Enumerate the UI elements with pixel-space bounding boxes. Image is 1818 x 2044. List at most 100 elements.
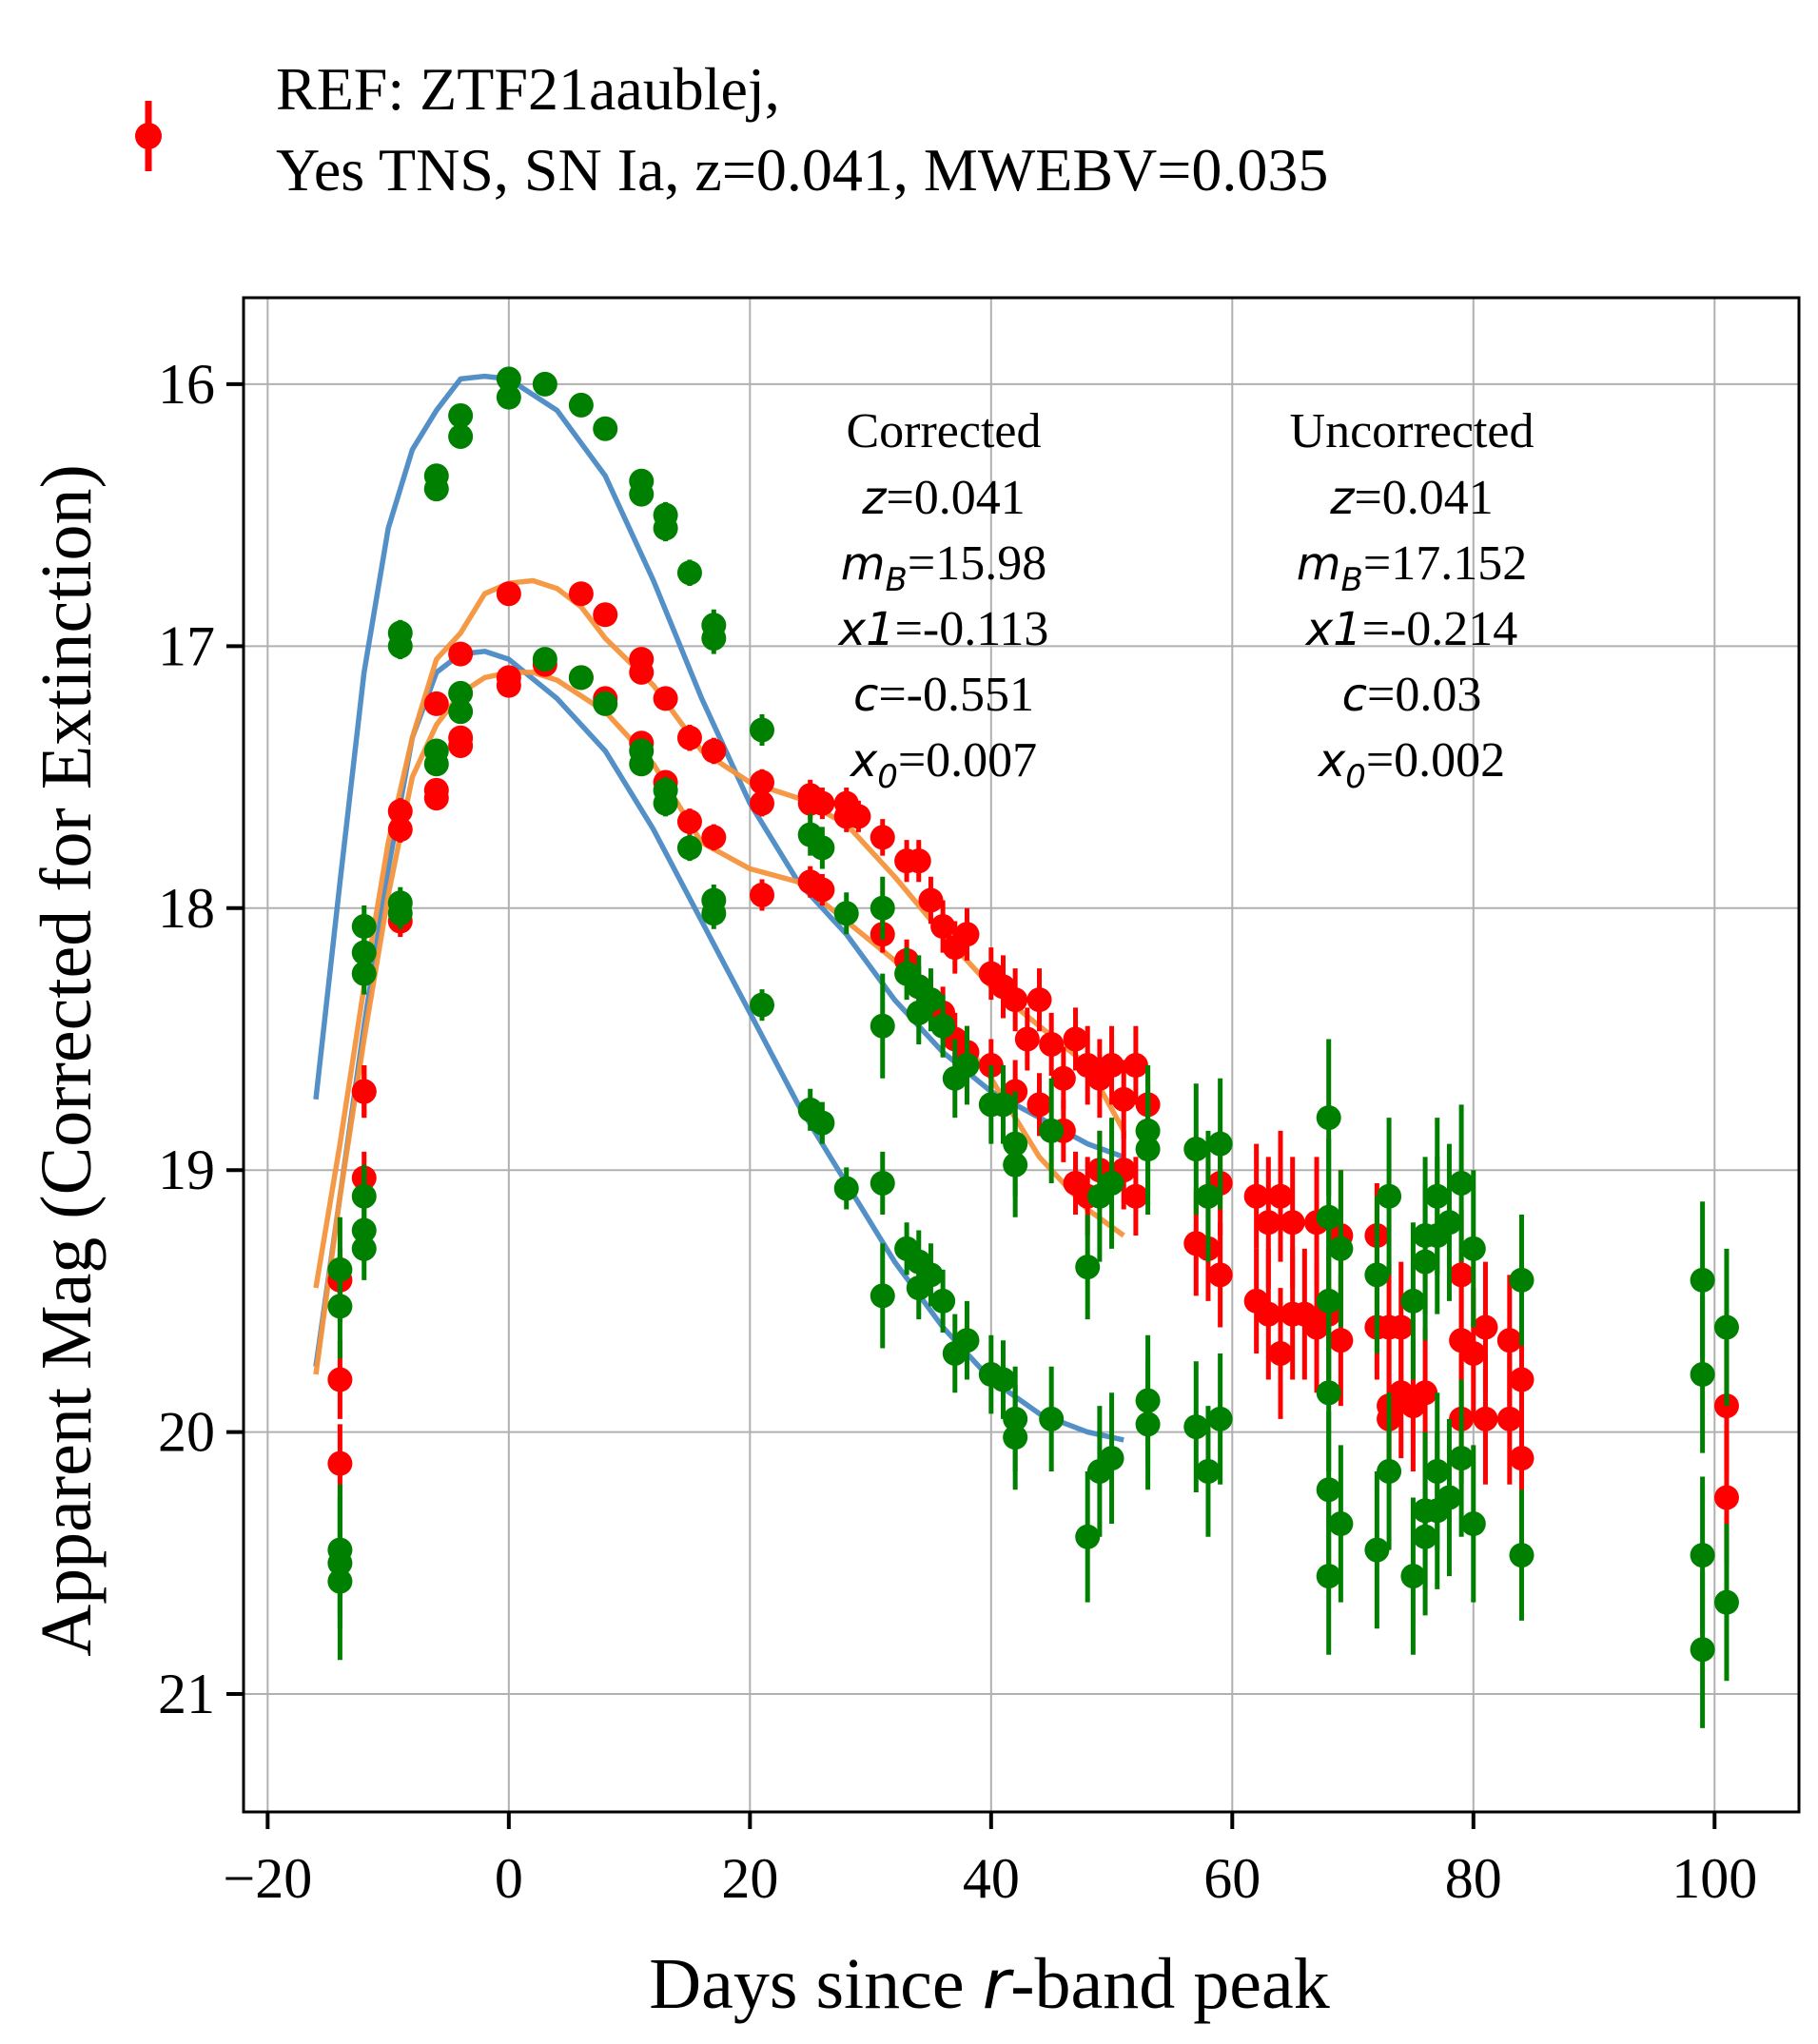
data-point [930, 1288, 956, 1314]
data-point [846, 804, 871, 829]
data-point [1207, 1262, 1233, 1288]
annotation-value: =15.98 [908, 536, 1046, 591]
data-series [327, 366, 1739, 1728]
data-point [954, 1053, 980, 1079]
annotation-value: =0.041 [886, 471, 1025, 525]
x-tick-label: 100 [1671, 1847, 1757, 1910]
data-point [448, 680, 474, 706]
data-point [532, 647, 557, 672]
data-point [810, 1110, 835, 1136]
data-point [568, 392, 594, 418]
data-point [1256, 1210, 1281, 1236]
data-point [1268, 1183, 1293, 1209]
data-point [1437, 1485, 1462, 1510]
y-tick-label: 19 [158, 1139, 215, 1201]
data-point [593, 416, 618, 441]
annotation-block: Correctedz=0.041mB=15.98x1=-0.113c=-0.55… [837, 404, 1049, 796]
data-point [629, 659, 655, 685]
annotation-subscript: 0 [877, 758, 898, 796]
annotation-subscript: B [1341, 561, 1363, 599]
data-point [701, 825, 727, 850]
data-point [327, 1294, 353, 1319]
data-point [423, 691, 449, 716]
annotation-value: =-0.214 [1362, 602, 1518, 656]
data-point [1509, 1367, 1535, 1392]
x-tick-label: 60 [1203, 1847, 1261, 1910]
data-point [833, 1176, 859, 1201]
data-point [448, 641, 474, 667]
data-point [1690, 1637, 1715, 1663]
annotation-line: z=0.041 [861, 471, 1026, 525]
y-tick-label: 21 [158, 1663, 215, 1725]
annotation-block: Uncorrectedz=0.041mB=17.152x1=-0.214c=0.… [1290, 404, 1535, 796]
data-point [423, 777, 449, 803]
annotation-symbol: x [1317, 734, 1346, 788]
data-point [387, 798, 413, 824]
data-point [870, 825, 895, 850]
data-point [1183, 1137, 1209, 1162]
data-point [1496, 1328, 1522, 1353]
data-point [870, 1170, 895, 1196]
data-point [1473, 1314, 1498, 1340]
data-point [1003, 987, 1028, 1013]
annotation-symbol: x [849, 734, 878, 788]
axis-ticks: −20 0 20 40 60 80 100 16 17 18 19 20 21 [158, 353, 1757, 1910]
data-point [1135, 1411, 1161, 1437]
data-point [387, 901, 413, 926]
data-point [1183, 1414, 1209, 1440]
annotation-line: c=0.03 [1342, 668, 1482, 722]
x-tick-label: −20 [223, 1847, 312, 1910]
fit-annotations: Correctedz=0.041mB=15.98x1=-0.113c=-0.55… [837, 404, 1535, 796]
y-tick-label: 17 [158, 614, 215, 677]
data-point [593, 602, 618, 628]
annotation-line: z=0.041 [1329, 471, 1494, 525]
data-point [1256, 1301, 1281, 1327]
data-point [1316, 1380, 1341, 1406]
annotation-value: =0.002 [1366, 733, 1505, 788]
data-point [676, 725, 702, 750]
data-point [1449, 1170, 1475, 1196]
data-point [1063, 1026, 1088, 1052]
legend: REF: ZTF21aaublej, Yes TNS, SN Ia, z=0.0… [135, 55, 1328, 204]
data-point [810, 835, 835, 861]
data-point [1075, 1255, 1101, 1280]
data-point [750, 769, 774, 795]
data-point [1690, 1543, 1715, 1568]
data-point [1690, 1267, 1715, 1293]
data-point [1135, 1137, 1161, 1162]
data-point [448, 699, 474, 725]
data-point [810, 877, 835, 903]
data-point [1413, 1380, 1438, 1406]
annotation-symbol: x1 [1304, 603, 1362, 656]
x-axis-label: Days since r-band peak [649, 1944, 1329, 2024]
data-point [1039, 1118, 1065, 1143]
data-point [351, 1079, 377, 1104]
x-axis-label-pre: Days since [649, 1944, 982, 2024]
data-point [496, 672, 521, 698]
data-point [1449, 1446, 1475, 1471]
data-point [918, 887, 944, 913]
data-point [1713, 1589, 1739, 1615]
data-point [1377, 1183, 1402, 1209]
data-point [1400, 1564, 1426, 1589]
data-point [1316, 1204, 1341, 1230]
data-point [1509, 1446, 1535, 1471]
data-point [1713, 1485, 1739, 1510]
data-point [750, 992, 774, 1018]
data-point [1328, 1511, 1354, 1537]
data-point [1195, 1458, 1221, 1484]
annotation-symbol: c [853, 669, 878, 722]
annotation-line: x1=-0.113 [837, 602, 1049, 656]
data-point [1460, 1236, 1486, 1261]
data-point [1400, 1288, 1426, 1314]
y-tick-label: 18 [158, 877, 215, 940]
annotation-line: x0=0.007 [849, 733, 1037, 796]
data-point [423, 477, 449, 502]
data-point [1039, 1031, 1065, 1057]
data-point [1207, 1406, 1233, 1431]
data-point [701, 738, 727, 764]
data-point [327, 1450, 353, 1476]
data-point [1316, 1564, 1341, 1589]
data-point [870, 895, 895, 921]
data-point [1316, 1288, 1341, 1314]
